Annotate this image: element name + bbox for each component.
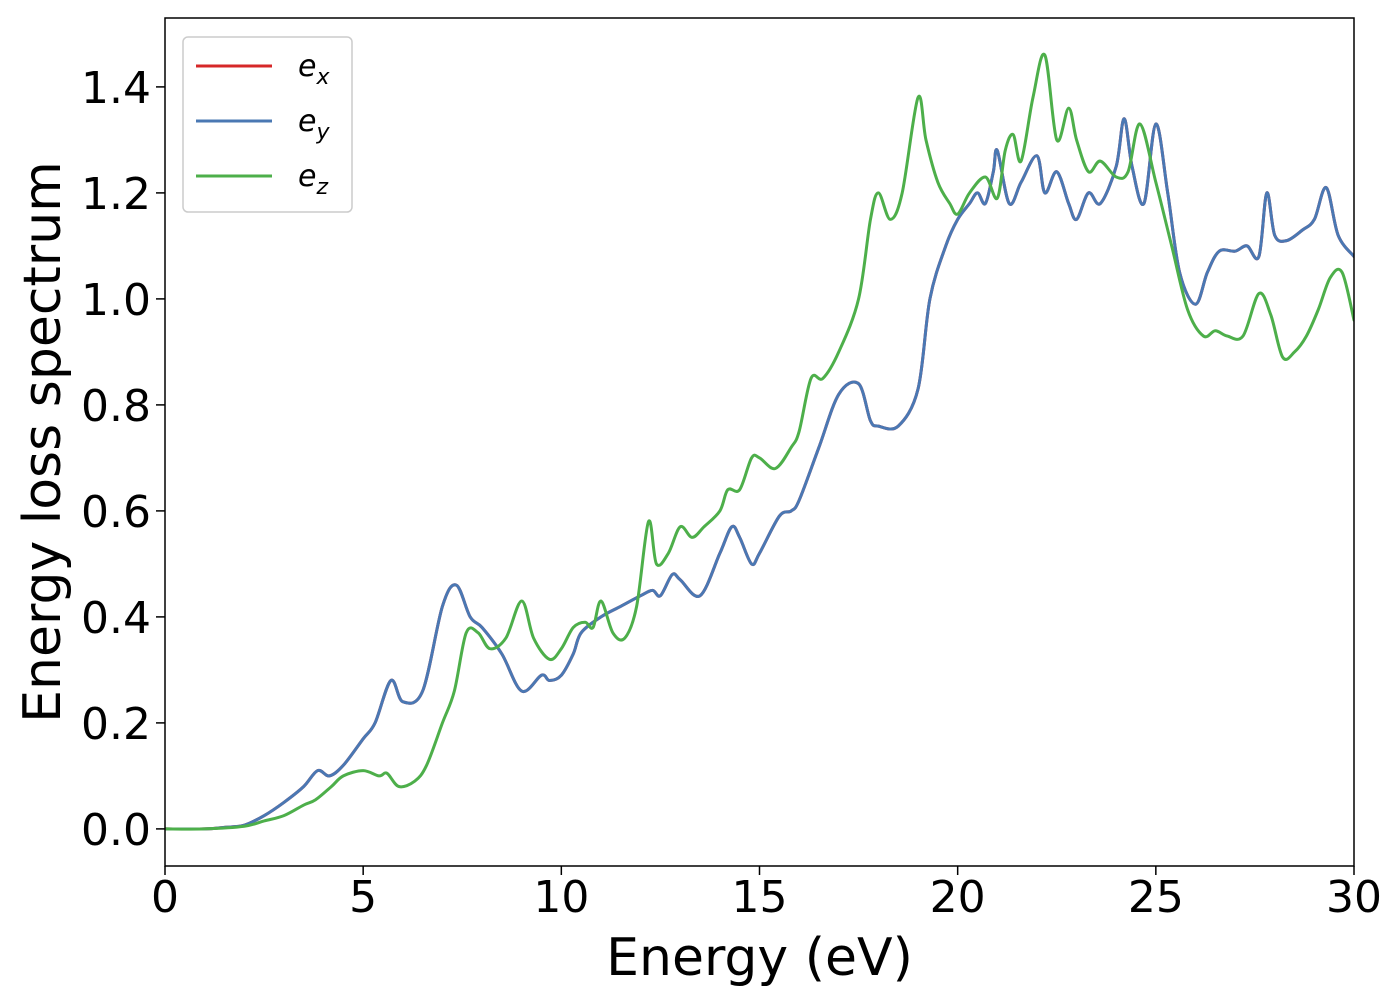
series-line-e-z bbox=[165, 52, 1354, 831]
x-tick-label: 5 bbox=[349, 872, 377, 923]
y-tick-label: 0.6 bbox=[81, 487, 151, 538]
y-tick-label: 1.4 bbox=[81, 63, 151, 114]
x-tick-label: 0 bbox=[151, 872, 179, 923]
legend-label-e-y: ey bbox=[298, 104, 330, 145]
y-tick-label: 0.2 bbox=[81, 699, 151, 750]
y-tick-label: 0.8 bbox=[81, 381, 151, 432]
y-tick-label: 1.0 bbox=[81, 275, 151, 326]
series-lines bbox=[165, 52, 1354, 831]
legend-box bbox=[182, 36, 353, 213]
legend-label-e-z: ez bbox=[298, 159, 328, 200]
plot-area bbox=[165, 52, 1354, 831]
series-line-e-y bbox=[165, 117, 1354, 831]
y-tick-label: 0.4 bbox=[81, 593, 151, 644]
y-axis-title: Energy loss spectrum bbox=[13, 161, 73, 723]
x-tick-label: 10 bbox=[533, 872, 589, 923]
x-tick-label: 20 bbox=[930, 872, 986, 923]
axes: 0 5 10 15 20 25 30 0.0 0.2 0.4 0.6 0.8 1.0 1.2 1.4 bbox=[81, 17, 1382, 923]
y-tick-label: 1.2 bbox=[81, 169, 151, 220]
legend: ex ey ez bbox=[182, 36, 353, 213]
x-tick-label: 15 bbox=[732, 872, 788, 923]
y-tick-label: 0.0 bbox=[81, 805, 151, 856]
x-tick-label: 25 bbox=[1128, 872, 1184, 923]
x-axis-title: Energy (eV) bbox=[606, 928, 913, 988]
x-tick-label: 30 bbox=[1326, 872, 1382, 923]
legend-label-e-x: ex bbox=[298, 49, 330, 90]
